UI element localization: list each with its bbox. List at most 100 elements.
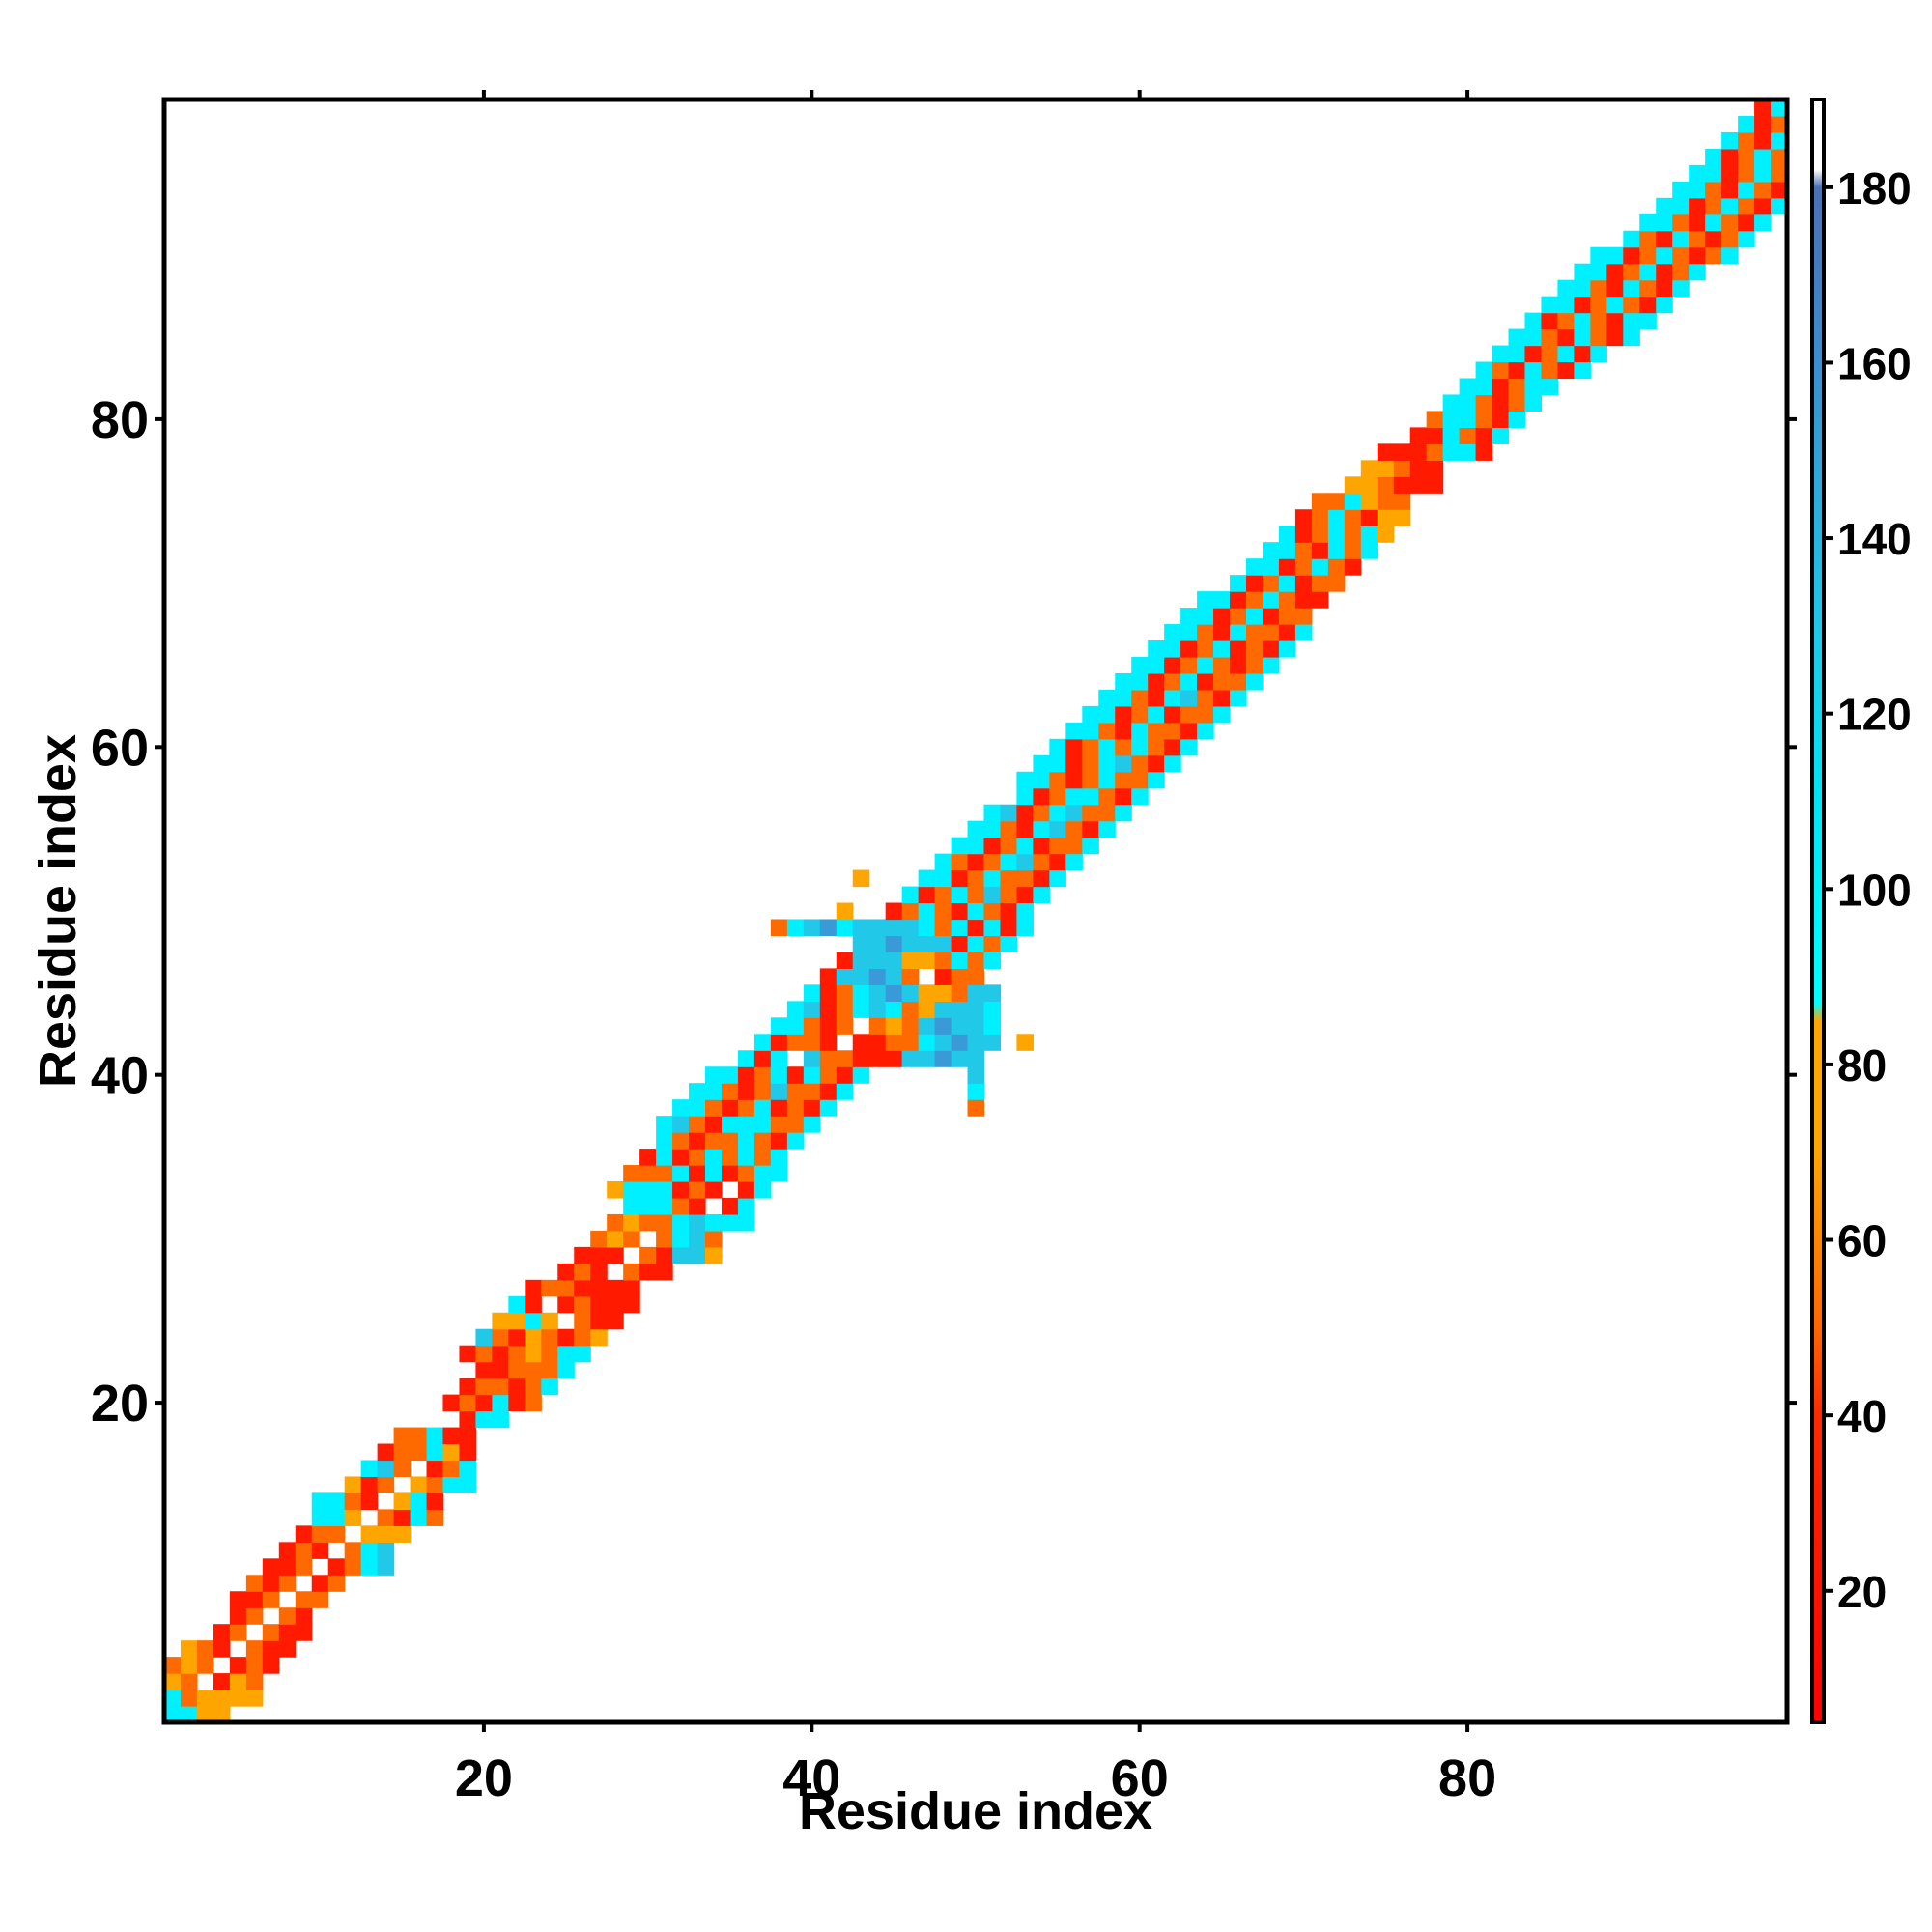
heatmap-cell — [1262, 558, 1280, 576]
heatmap-cell — [967, 869, 985, 888]
heatmap-cell — [786, 1116, 805, 1133]
heatmap-cell — [918, 869, 936, 888]
heatmap-cell — [803, 1083, 821, 1100]
heatmap-cell — [245, 1690, 264, 1707]
heatmap-cell — [475, 1378, 493, 1396]
heatmap-cell — [983, 952, 1002, 969]
heatmap-cell — [901, 919, 920, 937]
heatmap-cell — [1738, 148, 1755, 166]
heatmap-cell — [885, 952, 903, 969]
heatmap-cell — [410, 1492, 428, 1510]
heatmap-cell — [721, 1066, 739, 1084]
heatmap-cell — [492, 1345, 509, 1363]
heatmap-cell — [1738, 181, 1755, 199]
heatmap-cell — [557, 1279, 575, 1297]
heatmap-cell — [196, 1640, 214, 1658]
heatmap-cell — [951, 1050, 969, 1067]
heatmap-cell — [753, 1066, 772, 1084]
heatmap-cell — [737, 1149, 755, 1166]
heatmap-cell — [1262, 624, 1280, 641]
heatmap-cell — [705, 1116, 723, 1133]
heatmap-cell — [1557, 312, 1575, 330]
heatmap-cell — [1459, 394, 1477, 412]
heatmap-cell — [327, 1575, 346, 1592]
x-axis-title: Residue index — [799, 1782, 1152, 1840]
heatmap-cell — [377, 1542, 395, 1559]
heatmap-cell — [951, 902, 969, 921]
heatmap-cell — [1131, 672, 1149, 691]
heatmap-cell — [1524, 361, 1543, 380]
heatmap-cell — [1327, 575, 1346, 592]
heatmap-cell — [1065, 853, 1083, 871]
heatmap-cell — [1213, 656, 1231, 674]
colorbar-tick-label: 20 — [1837, 1567, 1887, 1617]
heatmap-cell — [278, 1607, 297, 1625]
heatmap-cell — [1705, 181, 1722, 199]
heatmap-cell — [1393, 493, 1411, 510]
heatmap-cell — [1115, 689, 1132, 707]
heatmap-cell — [459, 1476, 477, 1494]
heatmap-cell — [967, 837, 985, 855]
heatmap-cell — [737, 1132, 755, 1150]
heatmap-cell — [1131, 771, 1149, 789]
heatmap-cell — [426, 1509, 444, 1526]
heatmap-cell — [1246, 656, 1264, 674]
heatmap-cell — [951, 984, 969, 1002]
heatmap-cell — [1623, 263, 1640, 281]
heatmap-cell — [1557, 361, 1575, 380]
heatmap-cell — [656, 1246, 673, 1264]
heatmap-cell — [656, 1213, 673, 1232]
heatmap-cell — [492, 1361, 509, 1379]
heatmap-cell — [1672, 213, 1690, 232]
heatmap-cell — [951, 869, 969, 888]
heatmap-cell — [377, 1558, 395, 1576]
heatmap-cell — [737, 1213, 755, 1232]
heatmap-cell — [1705, 213, 1722, 232]
heatmap-cell — [1278, 558, 1296, 576]
heatmap-cell — [344, 1509, 362, 1526]
heatmap-cell — [311, 1492, 329, 1510]
heatmap-cell — [1492, 394, 1510, 412]
heatmap-cell — [442, 1394, 461, 1412]
heatmap-cell — [1180, 705, 1198, 724]
heatmap-cell — [1213, 672, 1231, 691]
heatmap-cell — [393, 1443, 412, 1462]
heatmap-cell — [967, 1001, 985, 1018]
heatmap-cell — [753, 1149, 772, 1166]
heatmap-cell — [1409, 427, 1428, 444]
heatmap-cell — [803, 1017, 821, 1035]
heatmap-cell — [803, 984, 821, 1002]
heatmap-cell — [1294, 591, 1313, 609]
heatmap-cell — [1738, 131, 1755, 150]
heatmap-cell — [1197, 640, 1214, 658]
heatmap-cell — [983, 804, 1002, 822]
heatmap-cell — [1492, 378, 1510, 396]
heatmap-cell — [1721, 213, 1739, 232]
heatmap-cell — [1197, 689, 1214, 707]
heatmap-cell — [541, 1361, 558, 1379]
heatmap-cell — [1000, 886, 1018, 904]
heatmap-cell — [1377, 476, 1395, 494]
heatmap-cell — [607, 1230, 624, 1248]
heatmap-cell — [1065, 722, 1083, 740]
heatmap-cell — [1623, 312, 1640, 330]
heatmap-cell — [442, 1476, 461, 1494]
heatmap-cell — [525, 1345, 542, 1363]
heatmap-cell — [541, 1312, 558, 1330]
heatmap-cell — [1016, 853, 1034, 871]
heatmap-cell — [1442, 394, 1461, 412]
heatmap-cell — [918, 902, 936, 921]
heatmap-cell — [180, 1706, 198, 1723]
heatmap-cell — [557, 1345, 575, 1363]
colorbar-tick-label: 40 — [1837, 1391, 1887, 1441]
heatmap-cell — [1131, 787, 1149, 806]
heatmap-cell — [753, 1132, 772, 1150]
heatmap-cell — [934, 853, 952, 871]
heatmap-cell — [278, 1575, 297, 1592]
heatmap-cell — [1230, 608, 1247, 625]
heatmap-cell — [1148, 738, 1165, 756]
heatmap-cell — [737, 1197, 755, 1215]
heatmap-cell — [1574, 361, 1591, 380]
heatmap-cell — [1082, 804, 1099, 822]
heatmap-cell — [393, 1427, 412, 1445]
